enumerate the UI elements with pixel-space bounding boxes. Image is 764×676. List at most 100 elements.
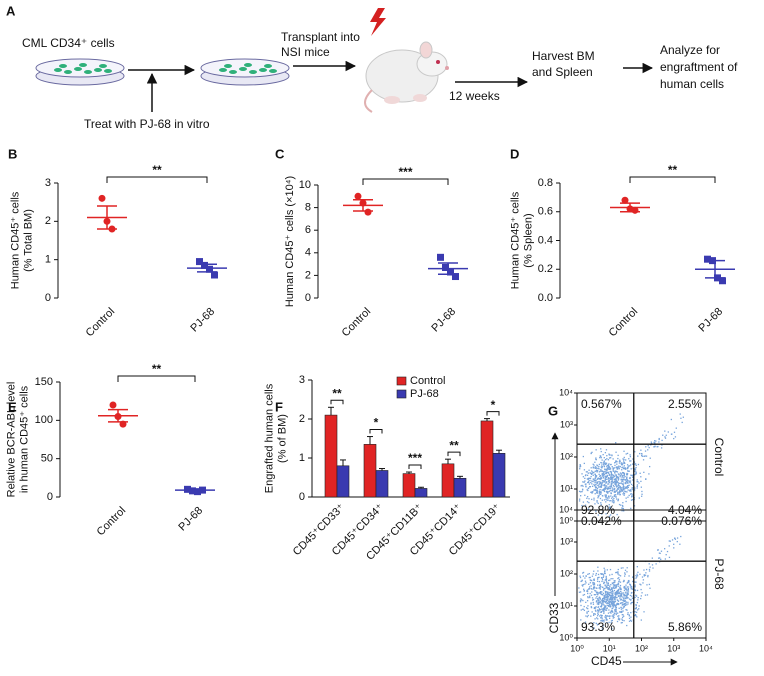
event-dot	[603, 465, 606, 468]
event-dot	[624, 586, 626, 588]
event-dot	[610, 492, 612, 495]
error-bar	[484, 418, 490, 421]
event-dot	[603, 611, 605, 613]
event-dot	[615, 587, 617, 589]
event-dot	[596, 603, 599, 605]
x-tick-label: 10²	[635, 643, 648, 653]
y-tick-label: 0	[47, 491, 53, 503]
event-dot	[600, 461, 602, 464]
event-dot	[597, 570, 599, 572]
event-dot	[605, 575, 607, 578]
event-dot	[614, 580, 616, 582]
event-dot	[588, 481, 590, 484]
event-dot	[602, 473, 605, 475]
event-dot	[613, 602, 615, 604]
error-bar	[197, 263, 217, 273]
mouse	[364, 8, 449, 113]
y-axis-label: (% Total BM)	[22, 209, 34, 272]
event-dot	[623, 615, 625, 617]
event-dot	[615, 571, 617, 574]
event-dot	[589, 592, 591, 595]
event-dot	[605, 581, 608, 583]
event-dot	[595, 590, 597, 592]
event-dot	[626, 594, 628, 596]
event-dot	[599, 588, 601, 590]
event-dot	[614, 462, 616, 464]
event-dot	[596, 465, 599, 467]
event-dot	[601, 466, 603, 468]
event-dot	[598, 611, 600, 613]
event-dot	[589, 596, 591, 599]
event-dot	[605, 617, 607, 619]
event-dot	[623, 468, 626, 470]
event-dot	[599, 497, 602, 500]
event-dot	[613, 587, 615, 589]
event-dot	[592, 491, 594, 493]
event-dot	[597, 467, 599, 469]
event-dot	[591, 451, 593, 454]
event-dot	[582, 608, 584, 611]
event-dot	[628, 615, 631, 617]
legend-swatch	[396, 389, 407, 399]
data-point	[206, 265, 213, 273]
event-dot	[635, 574, 637, 577]
event-dot	[649, 457, 651, 459]
event-dot	[599, 601, 601, 604]
event-dot	[600, 620, 602, 622]
event-dot	[620, 602, 622, 604]
event-dot	[586, 496, 589, 498]
event-dot	[611, 589, 614, 592]
event-dot	[597, 566, 599, 568]
event-dot	[632, 476, 634, 478]
event-dot	[660, 558, 662, 561]
event-dot	[613, 497, 615, 500]
event-dot	[644, 455, 646, 457]
event-dot	[625, 591, 627, 593]
event-dot	[605, 496, 607, 499]
significance-label: **	[332, 386, 342, 400]
event-dot	[605, 449, 608, 451]
harvest-label: and Spleen	[532, 65, 593, 79]
event-dot	[603, 484, 605, 487]
event-dot	[654, 440, 656, 442]
event-dot	[603, 597, 605, 600]
event-dot	[590, 606, 593, 608]
event-dot	[635, 466, 637, 469]
event-dot	[629, 586, 632, 588]
event-dot	[619, 590, 622, 593]
event-dot	[612, 594, 614, 597]
event-dot	[629, 477, 631, 480]
event-dot	[592, 601, 594, 604]
event-dot	[592, 581, 594, 584]
event-dot	[587, 597, 589, 599]
panel-letter: B	[8, 146, 17, 161]
event-dot	[620, 588, 622, 591]
event-dot	[662, 434, 664, 436]
event-dot	[597, 618, 599, 620]
event-dot	[605, 482, 607, 484]
analyze-label: Analyze for	[660, 43, 720, 57]
event-dot	[595, 480, 597, 482]
event-dot	[619, 465, 621, 468]
event-dot	[622, 484, 625, 486]
event-dot	[609, 585, 611, 587]
event-dot	[635, 595, 638, 597]
event-dot	[598, 603, 600, 606]
event-dot	[590, 470, 593, 472]
event-dot	[586, 474, 589, 476]
event-dot	[599, 609, 602, 611]
y-axis-label: Relative BCR-ABL level	[5, 382, 17, 498]
event-dot	[620, 489, 622, 491]
event-dot	[588, 572, 590, 575]
event-dot	[637, 481, 639, 483]
event-dot	[625, 459, 627, 461]
event-dot	[595, 606, 597, 608]
event-dot	[601, 628, 603, 630]
event-dot	[582, 476, 585, 478]
event-dot	[618, 619, 621, 621]
event-dot	[680, 417, 682, 419]
event-dot	[597, 599, 599, 601]
event-dot	[603, 462, 605, 464]
event-dot	[615, 451, 617, 453]
event-dot	[603, 604, 605, 606]
